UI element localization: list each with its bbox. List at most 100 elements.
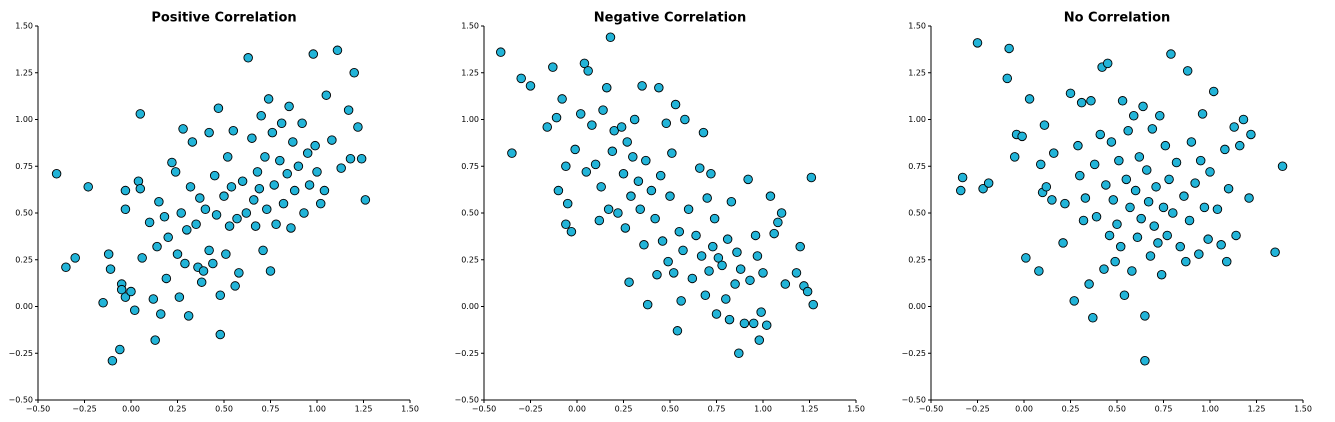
scatter-point — [1106, 137, 1117, 147]
scatter-point — [956, 185, 966, 196]
scatter-point — [170, 167, 181, 177]
scatter-point — [224, 221, 235, 231]
scatter-point — [167, 157, 177, 168]
chart-title: Positive Correlation — [151, 11, 296, 26]
scatter-point — [618, 168, 629, 179]
scatter-point — [254, 183, 265, 194]
scatter-point — [1132, 232, 1143, 243]
x-tick-label: 1.00 — [1201, 405, 1219, 414]
scatter-point — [252, 167, 263, 177]
scatter-point — [237, 176, 248, 186]
y-tick-label: 1.50 — [908, 22, 926, 31]
scatter-point — [776, 208, 787, 218]
scatter-point — [226, 182, 237, 192]
y-tick-label: 1.00 — [461, 115, 479, 124]
scatter-point — [288, 137, 298, 147]
scatter-point — [624, 277, 634, 287]
scatter-point — [670, 99, 681, 110]
scatter-point — [1115, 241, 1126, 252]
scatter-point — [103, 249, 114, 259]
scatter-point — [1194, 249, 1204, 259]
scatter-point — [542, 122, 552, 132]
scatter-point — [680, 114, 690, 125]
scatter-point — [726, 197, 737, 207]
scatter-point — [336, 163, 346, 173]
scatter-point — [1205, 167, 1215, 177]
scatter-point — [1110, 256, 1120, 267]
scatter-point — [247, 133, 257, 143]
scatter-point — [243, 53, 253, 63]
scatter-point — [263, 94, 274, 104]
scatter-point — [1140, 311, 1150, 321]
scatter-point — [1143, 197, 1154, 207]
x-tick-label: 0.25 — [169, 405, 187, 414]
scatter-point — [209, 170, 220, 181]
scatter-point — [1162, 230, 1172, 241]
scatter-point — [332, 45, 343, 56]
scatter-point — [743, 174, 753, 185]
scatter-point — [222, 152, 233, 162]
scatter-point — [1060, 198, 1070, 209]
scatter-point — [495, 47, 506, 57]
x-tick-label: 0.00 — [122, 405, 140, 414]
scatter-point — [249, 195, 259, 205]
y-tick-label: 0.50 — [15, 209, 33, 218]
scatter-point — [267, 127, 278, 138]
scatter-point — [1108, 195, 1119, 205]
y-tick-label: 0.50 — [908, 209, 926, 218]
scatter-point — [548, 62, 558, 72]
y-tick-label: 0.75 — [908, 162, 926, 171]
scatter-point — [642, 299, 653, 310]
scatter-point — [297, 118, 307, 128]
scatter-point — [650, 213, 660, 224]
scatter-point — [105, 264, 116, 274]
scatter-point — [284, 101, 294, 112]
scatter-point — [1181, 256, 1191, 267]
scatter-point — [667, 148, 677, 158]
scatter-point — [1119, 290, 1130, 301]
scatter-point — [315, 198, 326, 209]
scatter-point — [1002, 73, 1013, 84]
scatter-point — [1086, 96, 1096, 106]
scatter-point — [730, 279, 740, 289]
scatter-point — [98, 298, 108, 308]
scatter-point — [1073, 140, 1083, 151]
x-tick-label: 0.75 — [708, 405, 726, 414]
scatter-point — [1065, 88, 1076, 99]
y-tick-label: −0.50 — [454, 396, 479, 405]
scatter-point — [983, 178, 994, 188]
scatter-point — [1166, 49, 1176, 59]
scatter-point — [655, 170, 666, 181]
scatter-point — [191, 219, 201, 229]
scatter-point — [275, 155, 285, 166]
scatter-point — [241, 208, 252, 218]
scatter-point — [687, 273, 698, 284]
scatter-point — [676, 296, 686, 306]
scatter-point — [265, 266, 276, 276]
scatter-point — [1117, 96, 1128, 106]
scatter-point — [1140, 355, 1150, 366]
scatter-point — [115, 344, 125, 355]
scatter-point — [978, 183, 988, 194]
scatter-point — [51, 168, 62, 179]
scatter-point — [1114, 155, 1124, 166]
scatter-point — [152, 241, 162, 252]
scatter-point — [1186, 137, 1197, 147]
scatter-point — [172, 249, 183, 259]
scatter-point — [635, 204, 645, 215]
scatter-point — [750, 230, 761, 241]
x-tick-label: 0.25 — [615, 405, 633, 414]
scatter-point — [174, 292, 185, 302]
scatter-point — [258, 245, 268, 256]
scatter-point — [180, 258, 190, 269]
scatter-point — [1136, 213, 1146, 224]
scatter-point — [561, 161, 571, 171]
scatter-point — [626, 191, 636, 201]
scatter-point — [724, 314, 735, 325]
scatter-point — [657, 236, 668, 246]
scatter-point — [709, 213, 720, 224]
scatter-point — [1175, 241, 1185, 252]
scatter-point — [228, 125, 239, 136]
scatter-point — [1168, 208, 1178, 218]
scatter-point — [1101, 180, 1111, 190]
